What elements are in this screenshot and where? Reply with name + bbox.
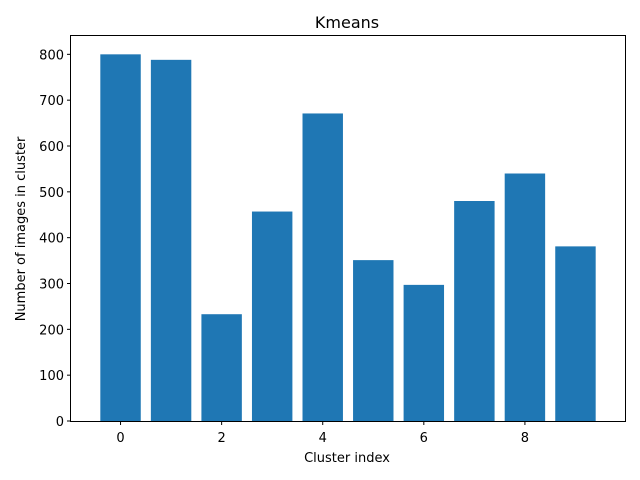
bar-cluster-1 <box>150 59 192 421</box>
y-tick-label: 400 <box>39 232 64 247</box>
y-tick-label: 100 <box>39 369 64 384</box>
bars-group <box>100 54 596 421</box>
y-tick-label: 600 <box>39 140 64 155</box>
x-tick-label: 8 <box>521 431 529 446</box>
bar-cluster-5 <box>353 260 394 421</box>
x-tick-label: 6 <box>420 431 428 446</box>
x-axis-ticks: 0 2 4 6 8 <box>116 421 529 446</box>
y-tick-label: 0 <box>56 415 64 430</box>
y-tick-label: 700 <box>39 94 64 109</box>
plot-frame <box>70 35 626 422</box>
x-tick-label: 2 <box>217 431 225 446</box>
y-axis-label: Number of images in cluster <box>14 136 29 321</box>
y-axis-ticks: 0 100 200 300 400 500 600 700 800 <box>39 48 71 430</box>
x-axis-label: Cluster index <box>304 451 390 466</box>
chart-title: Kmeans <box>315 13 379 32</box>
x-tick-label: 0 <box>116 431 124 446</box>
bar-cluster-2 <box>201 314 242 421</box>
bar-cluster-7 <box>454 201 495 421</box>
bar-cluster-6 <box>403 284 445 421</box>
bar-cluster-9 <box>555 246 596 421</box>
bar-cluster-0 <box>100 54 141 421</box>
y-tick-label: 200 <box>39 323 64 338</box>
y-tick-label: 300 <box>39 278 64 293</box>
y-tick-label: 800 <box>39 48 64 63</box>
y-tick-label: 500 <box>39 186 64 201</box>
bar-cluster-8 <box>504 173 546 421</box>
bar-cluster-3 <box>251 211 293 421</box>
x-tick-label: 4 <box>319 431 327 446</box>
bar-cluster-4 <box>302 113 343 421</box>
